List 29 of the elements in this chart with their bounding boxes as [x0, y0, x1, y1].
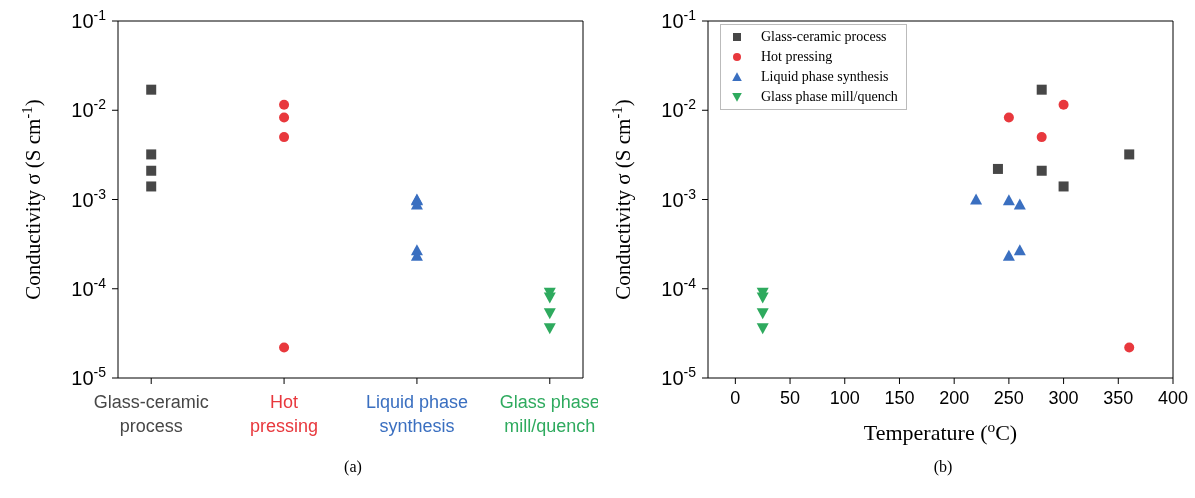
- x-tick-label: 400: [1157, 388, 1189, 408]
- x-tick-label: Liquid phase synthesis: [365, 392, 468, 436]
- x-tick-label: 250: [993, 388, 1024, 408]
- x-tick-label: 350: [1103, 388, 1134, 408]
- x-tick-label: Glass-ceramic process: [93, 392, 209, 436]
- x-tick-label: 300: [1048, 388, 1079, 408]
- y-tick-label: 10$^{-2}$: [661, 96, 697, 122]
- x-tick-label: Hot pressing: [250, 392, 319, 436]
- y-tick-label: 10$^{-3}$: [71, 185, 107, 211]
- x-tick-label: 50: [780, 388, 801, 408]
- y-tick-label: 10$^{-5}$: [661, 364, 697, 389]
- y-tick-label: 10$^{-1}$: [71, 7, 107, 32]
- y-tick-label: 10$^{-4}$: [71, 274, 107, 300]
- x-tick-label: 100: [829, 388, 860, 408]
- legend-label: Hot pressing: [761, 49, 833, 65]
- legend-label: Liquid phase synthesis: [761, 69, 889, 85]
- text: (b): [932, 458, 954, 476]
- y-tick-label: 10$^{-3}$: [661, 185, 697, 211]
- y-tick-label: 10$^{-1}$: [661, 7, 697, 32]
- y-tick-label: 10$^{-2}$: [71, 96, 107, 122]
- x-axis-title: Temperature ($^{o}$C): [863, 417, 1018, 445]
- text: (a): [343, 458, 363, 476]
- y-tick-label: 10$^{-5}$: [71, 364, 107, 389]
- legend-label: Glass phase mill/quench: [761, 89, 898, 105]
- x-tick-label: 200: [939, 388, 970, 408]
- legend-label: Glass-ceramic process: [761, 29, 887, 45]
- x-tick-label: 150: [884, 388, 915, 408]
- y-tick-label: 10$^{-4}$: [661, 274, 697, 300]
- x-tick-label: 0: [730, 388, 741, 408]
